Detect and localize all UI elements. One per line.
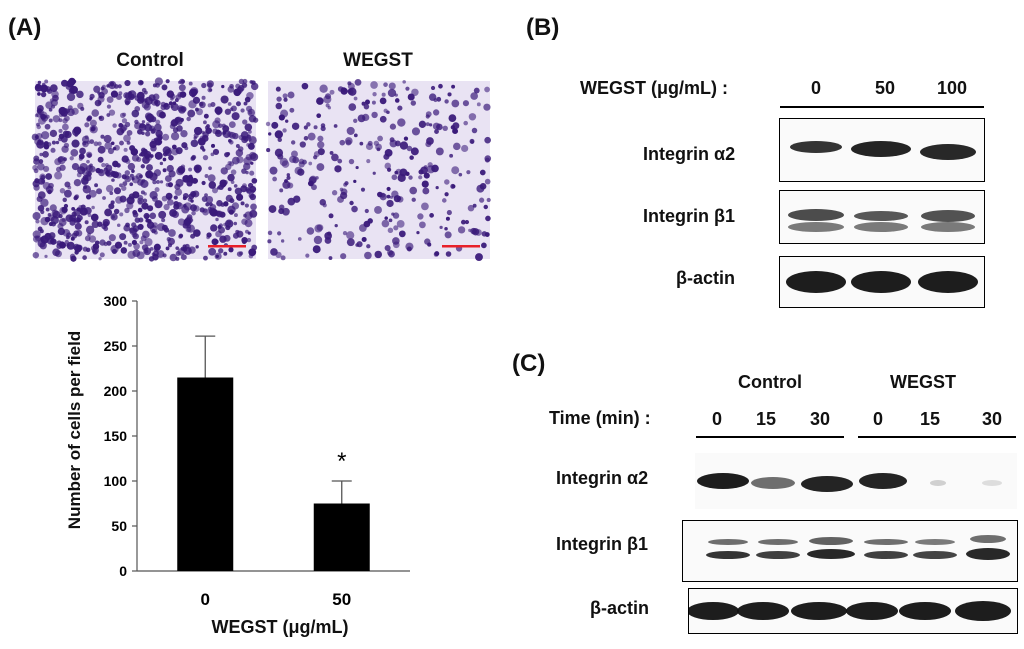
scale-bar (208, 245, 246, 248)
blot-band (706, 551, 750, 559)
chart-bar-0 (177, 377, 234, 571)
blot-band (751, 477, 795, 489)
panel-b-lane-50: 50 (874, 78, 896, 98)
blot-band (899, 602, 951, 620)
panel-b-row-integrin-b1-label: Integrin β1 (643, 206, 735, 226)
panel-c-row-integrin-b1-label: Integrin β1 (556, 534, 648, 554)
blot-band (788, 222, 844, 232)
scale-bar (442, 245, 480, 248)
blot-band (737, 602, 789, 620)
panel-c-lane-6: 30 (981, 409, 1003, 429)
blot-band (851, 271, 911, 293)
panel-c-lane-4: 0 (872, 409, 883, 429)
blot-band (788, 209, 844, 221)
blot-band (708, 539, 748, 545)
blot-band (758, 539, 798, 545)
panel-c-row-actin-label: β-actin (590, 598, 649, 618)
panel-c-row-integrin-a2-label: Integrin α2 (556, 468, 649, 488)
panel-b-lane-line (780, 106, 984, 108)
blot-band (697, 473, 749, 489)
chart-y-tick-label: 50 (111, 518, 127, 534)
panel-c-blot-integrin-b1 (682, 520, 1018, 582)
chart-y-axis-label: Number of cells per field (65, 330, 84, 530)
blot-band (846, 602, 898, 620)
panel-b-blot-actin (779, 256, 985, 308)
panel-c-blot-actin (688, 588, 1018, 634)
blot-band (854, 222, 908, 232)
wegst-micrograph (265, 78, 492, 261)
chart-y-tick-label: 300 (104, 293, 128, 309)
blot-band (854, 211, 908, 221)
panel-c-blot-integrin-a2 (694, 452, 1018, 510)
blot-band (807, 549, 855, 559)
panel-c-time-label: Time (min) : (549, 408, 651, 428)
blot-band (955, 601, 1011, 621)
chart-y-tick-label: 150 (104, 428, 128, 444)
blot-band (970, 535, 1006, 543)
blot-band (791, 602, 847, 620)
blot-band (786, 271, 846, 293)
chart-x-axis-label: WEGST (μg/mL) (211, 617, 349, 637)
chart-y-tick-label: 200 (104, 383, 128, 399)
chart-y-tick-label: 250 (104, 338, 128, 354)
panel-b-dose-label: WEGST (μg/mL) : (580, 78, 728, 98)
blot-band (689, 602, 739, 620)
panel-b-row-integrin-a2-label: Integrin α2 (643, 144, 736, 164)
chart-y-tick-label: 0 (119, 563, 127, 579)
panel-a-label: (A) (8, 14, 42, 41)
blot-band (864, 539, 908, 545)
panel-b-row-actin-label: β-actin (676, 268, 735, 288)
panel-c-control-line (696, 436, 844, 438)
panel-b-blot-integrin-a2 (779, 118, 985, 182)
blot-band (756, 551, 800, 559)
blot-band (790, 141, 842, 153)
chart-x-tick-label: 50 (332, 590, 351, 609)
panel-c-lane-2: 15 (755, 409, 777, 429)
blot-band (864, 551, 908, 559)
panel-b-lane-0: 0 (810, 78, 821, 98)
blot-band (918, 271, 978, 293)
control-image-title: Control (116, 50, 184, 71)
blot-band (921, 222, 975, 232)
blot-band (930, 480, 946, 486)
panel-c-group-wegst: WEGST (890, 372, 956, 392)
chart-x-tick-label: 0 (201, 590, 210, 609)
panel-c-lane-1: 0 (711, 409, 722, 429)
blot-band (921, 210, 975, 222)
blot-band (920, 144, 976, 160)
panel-c-label: (C) (512, 350, 546, 377)
chart-y-tick-label: 100 (104, 473, 128, 489)
blot-band (801, 476, 853, 492)
panel-c-lane-3: 30 (809, 409, 831, 429)
chart-significance-mark: * (337, 448, 346, 475)
wegst-image-title: WEGST (343, 50, 413, 71)
panel-b-label: (B) (526, 14, 560, 41)
panel-b-blot-integrin-b1 (779, 190, 985, 244)
blot-band (966, 548, 1010, 560)
panel-c-group-control: Control (738, 372, 802, 392)
control-micrograph (31, 77, 259, 262)
blot-band (851, 141, 911, 157)
panel-c-lane-5: 15 (919, 409, 941, 429)
blot-band (859, 473, 907, 489)
blot-band (982, 480, 1002, 486)
panel-b-lane-100: 100 (936, 78, 968, 98)
blot-band (809, 537, 853, 545)
panel-c-wegst-line (858, 436, 1016, 438)
blot-band (915, 539, 955, 545)
chart-bar-50 (313, 503, 370, 571)
blot-band (913, 551, 957, 559)
